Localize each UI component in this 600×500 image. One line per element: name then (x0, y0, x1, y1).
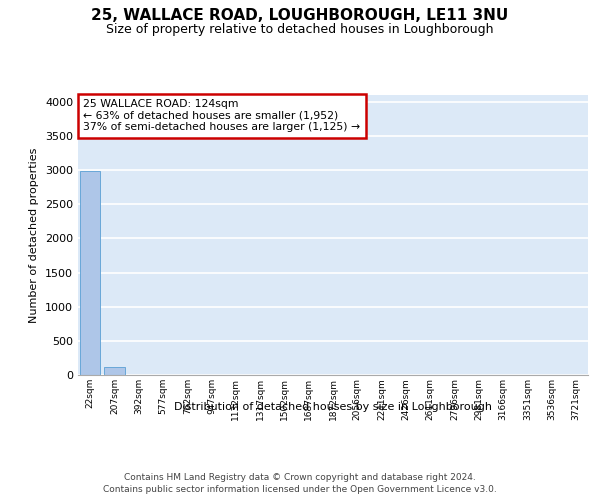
Text: Contains public sector information licensed under the Open Government Licence v3: Contains public sector information licen… (103, 485, 497, 494)
Text: Contains HM Land Registry data © Crown copyright and database right 2024.: Contains HM Land Registry data © Crown c… (124, 472, 476, 482)
Text: 25, WALLACE ROAD, LOUGHBOROUGH, LE11 3NU: 25, WALLACE ROAD, LOUGHBOROUGH, LE11 3NU (91, 8, 509, 22)
Bar (104, 367, 125, 375)
Text: Size of property relative to detached houses in Loughborough: Size of property relative to detached ho… (106, 22, 494, 36)
Text: 25 WALLACE ROAD: 124sqm
← 63% of detached houses are smaller (1,952)
37% of semi: 25 WALLACE ROAD: 124sqm ← 63% of detache… (83, 99, 360, 132)
Bar (80, 172, 100, 375)
Text: Distribution of detached houses by size in Loughborough: Distribution of detached houses by size … (174, 402, 492, 412)
Y-axis label: Number of detached properties: Number of detached properties (29, 148, 40, 322)
